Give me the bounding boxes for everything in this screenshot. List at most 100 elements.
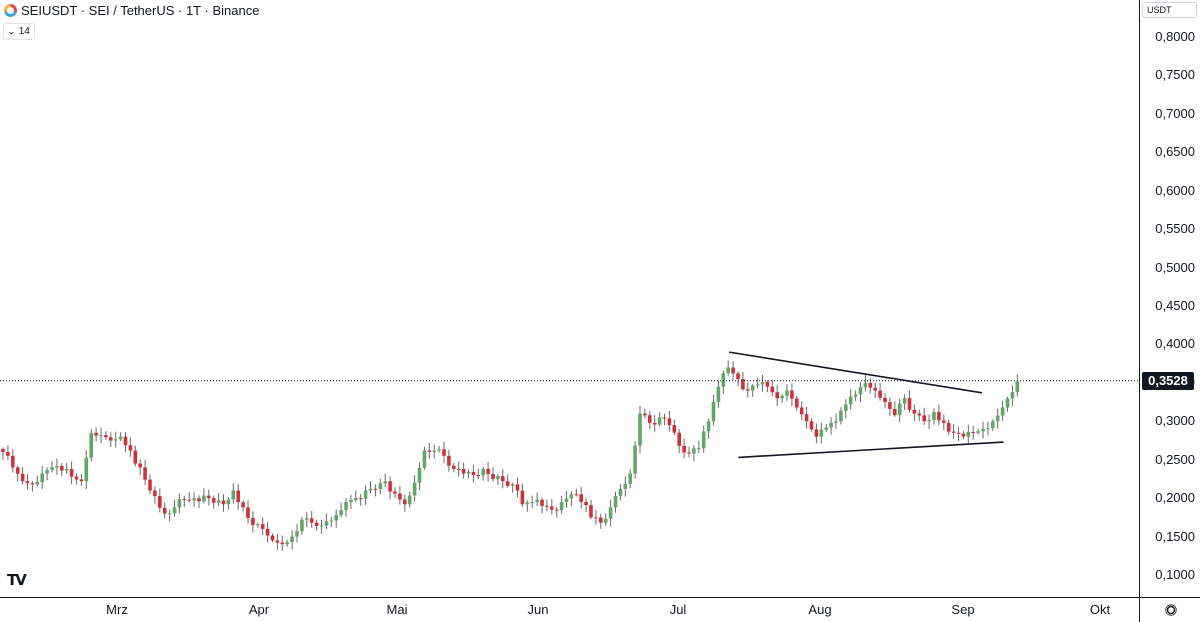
candle-down — [579, 494, 583, 502]
candle-up — [437, 449, 441, 451]
candle-up — [300, 519, 304, 532]
indicator-toggle[interactable]: ⌄ 14 — [3, 23, 35, 40]
candle-down — [540, 499, 544, 506]
candle-down — [456, 468, 461, 470]
candle-up — [344, 501, 348, 511]
candle-down — [393, 491, 397, 494]
price-tick-label: 0,1500 — [1155, 528, 1195, 544]
candle-down — [138, 463, 142, 468]
month-label: Mrz — [106, 602, 128, 617]
candle-up — [319, 525, 324, 527]
candle-up — [613, 496, 618, 508]
candle-up — [177, 499, 182, 508]
candle-up — [711, 401, 716, 422]
currency-label: USDT — [1147, 5, 1172, 15]
candle-up — [1000, 407, 1005, 416]
candle-down — [589, 505, 593, 518]
candle-up — [981, 428, 985, 432]
time-axis[interactable]: Mrz Apr Mai Jun Jul Aug Sep Okt — [0, 597, 1139, 622]
candle-up — [716, 386, 721, 402]
candle-down — [554, 509, 559, 511]
price-tick-label: 0,6500 — [1155, 144, 1195, 160]
candle-up — [780, 395, 784, 399]
candle-up — [721, 373, 726, 387]
candle-up — [623, 483, 628, 489]
candle-down — [128, 445, 133, 451]
candle-down — [873, 387, 877, 391]
candle-down — [770, 386, 775, 393]
candle-down — [951, 431, 956, 433]
candle-up — [55, 465, 59, 468]
axis-settings-button[interactable] — [1139, 597, 1200, 622]
price-tick-label: 0,2000 — [1155, 490, 1195, 506]
candle-down — [74, 476, 79, 480]
symbol-title[interactable]: SEIUSDT · SEI / TetherUS · 1T · Binance — [21, 2, 260, 18]
chart-header: SEIUSDT · SEI / TetherUS · 1T · Binance — [4, 2, 259, 18]
currency-selector[interactable]: USDT — [1142, 2, 1197, 18]
price-tick-label: 0,4500 — [1155, 298, 1195, 313]
candle-down — [790, 390, 794, 399]
candle-down — [221, 500, 226, 505]
price-tick-label: 0,7000 — [1155, 105, 1195, 121]
upper-trendline[interactable] — [729, 351, 983, 394]
month-label: Jul — [669, 602, 687, 617]
candle-up — [349, 499, 353, 502]
candle-down — [515, 484, 520, 491]
chevron-down-icon[interactable]: ⌄ — [6, 27, 16, 36]
candle-up — [530, 501, 534, 503]
candle-down — [280, 542, 285, 545]
symbol-logo-icon — [4, 3, 17, 17]
candle-up — [726, 367, 730, 374]
candle-up — [834, 421, 838, 423]
candle-up — [167, 513, 172, 515]
indicator-value: 14 — [18, 26, 30, 37]
candle-up — [976, 431, 980, 433]
candle-down — [804, 414, 809, 422]
candle-up — [785, 390, 789, 396]
candle-down — [30, 483, 35, 485]
candle-down — [123, 436, 128, 446]
candle-down — [505, 481, 510, 486]
candle-up — [354, 498, 358, 500]
candle-down — [731, 367, 735, 374]
candle-up — [290, 536, 294, 543]
candle-down — [162, 507, 167, 514]
candle-up — [339, 510, 343, 516]
candle-up — [192, 498, 196, 501]
candle-up — [628, 473, 632, 484]
candle-up — [99, 435, 103, 437]
chart-plot-area[interactable] — [0, 0, 1139, 597]
candle-down — [971, 432, 975, 434]
candle-down — [187, 499, 191, 501]
candle-down — [652, 422, 657, 425]
candle-down — [94, 432, 98, 436]
candle-up — [305, 518, 309, 520]
candle-up — [819, 429, 824, 437]
candle-down — [501, 476, 505, 482]
tradingview-logo[interactable]: TV — [7, 571, 27, 589]
candle-down — [388, 481, 392, 492]
price-axis[interactable]: 0,10000,15000,20000,25000,30000,35000,40… — [1139, 0, 1200, 597]
candle-up — [927, 420, 931, 422]
candle-up — [216, 500, 221, 503]
candle-up — [285, 542, 289, 545]
candle-down — [667, 418, 672, 426]
candle-up — [603, 518, 608, 523]
candle-up — [295, 531, 299, 537]
candle-up — [118, 436, 123, 440]
price-tick-label: 0,5500 — [1155, 221, 1195, 237]
candle-down — [677, 432, 681, 446]
candle-down — [878, 390, 882, 398]
month-label: Apr — [248, 602, 270, 617]
price-tick-label: 0,7500 — [1155, 67, 1195, 83]
candle-down — [912, 409, 917, 414]
candle-up — [1010, 392, 1015, 399]
candle-up — [525, 502, 530, 505]
candle-down — [922, 415, 926, 422]
candle-down — [682, 445, 686, 453]
lower-trendline[interactable] — [738, 441, 1004, 459]
candle-down — [545, 505, 549, 507]
candle-up — [991, 421, 995, 429]
candle-up — [853, 394, 858, 397]
candle-up — [902, 398, 907, 404]
